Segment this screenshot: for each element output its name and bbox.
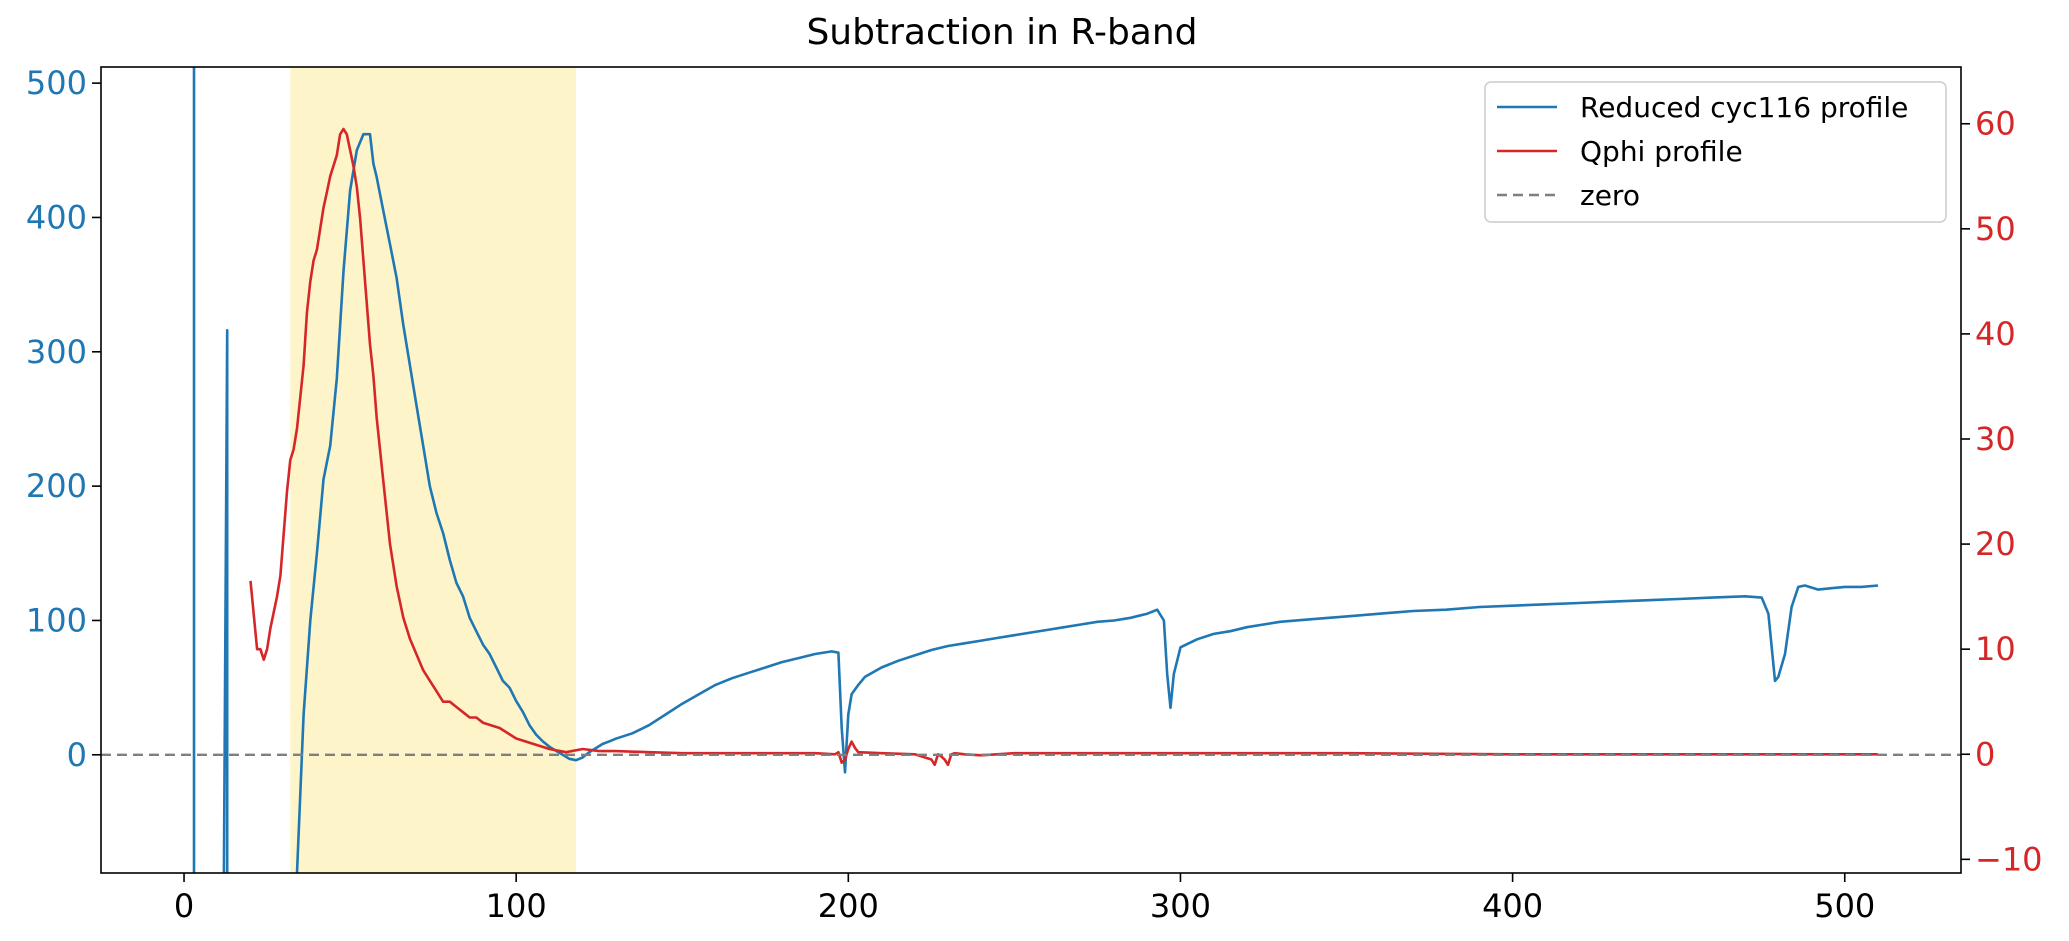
x-tick-label: 100 (486, 887, 547, 925)
y-right-tick-label: 20 (1975, 525, 2016, 563)
y-right-tick-label: 30 (1975, 420, 2016, 458)
legend-label: Qphi profile (1580, 135, 1743, 168)
x-tick-label: 300 (1150, 887, 1211, 925)
chart-title: Subtraction in R-band (806, 12, 1197, 53)
legend-label: Reduced cyc116 profile (1580, 91, 1908, 124)
legend: Reduced cyc116 profile Qphi profile zero (1484, 81, 1947, 223)
y-right-tick-label: 10 (1975, 630, 2016, 668)
series-line-reduced-cyc116-profile-1 (222, 328, 229, 873)
x-tick-label: 0 (174, 887, 194, 925)
highlight-band-layer (290, 67, 576, 873)
y-right-tick-label: 60 (1975, 105, 2016, 143)
y-right-tick-label: 40 (1975, 315, 2016, 353)
series-layer (101, 67, 1961, 873)
y-left-tick-label: 500 (26, 64, 87, 102)
y-left-tick-label: 400 (26, 198, 87, 236)
y-right-tick-label: 50 (1975, 210, 2016, 248)
y-left-tick-label: 0 (67, 736, 87, 774)
x-tick-label: 500 (1814, 887, 1875, 925)
highlight-band (290, 67, 576, 873)
series-line-qphi-profile-0 (249, 127, 1878, 767)
y-left-tick-label: 100 (26, 601, 87, 639)
y-left-tick-label: 300 (26, 333, 87, 371)
axis-layer: 0 100 200 300 400 500 0 100 200 300 400 500 −10 0 10 20… (26, 64, 2043, 925)
legend-label: zero (1580, 179, 1640, 212)
y-left-tick-label: 200 (26, 467, 87, 505)
plot-frame (100, 66, 1962, 874)
x-tick-label: 400 (1482, 887, 1543, 925)
y-right-tick-label: 0 (1975, 735, 1995, 773)
x-tick-label: 200 (818, 887, 879, 925)
legend-box (1484, 81, 1947, 223)
y-right-tick-label: −10 (1975, 840, 2043, 878)
series-line-reduced-cyc116-profile-2 (295, 132, 1879, 873)
